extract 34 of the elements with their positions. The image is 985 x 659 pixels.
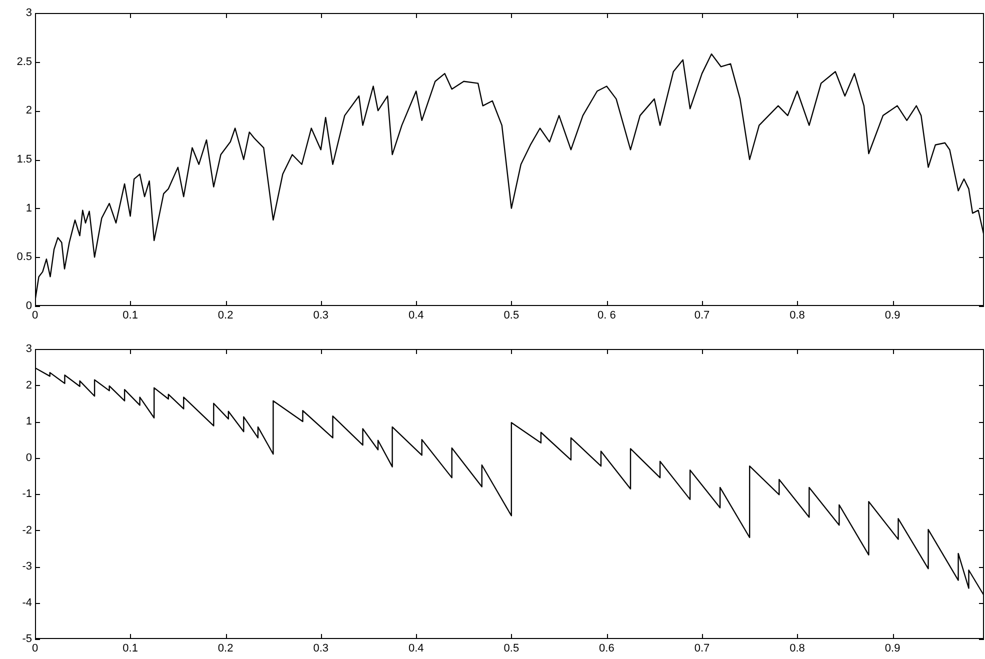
- y-tick-label: -5: [22, 633, 32, 646]
- x-tick-label: 0.8: [790, 310, 805, 322]
- y-tick-label: 0: [26, 452, 32, 464]
- y-tick-label: 1: [26, 202, 32, 214]
- x-tick-label: 0.9: [884, 310, 900, 322]
- y-tick-label: -3: [22, 560, 32, 573]
- x-tick-label: 0. 6: [598, 310, 616, 322]
- x-tick-label: 0.5: [504, 642, 520, 655]
- x-tick-label: 0.9: [884, 642, 900, 655]
- y-tick-label: 1.5: [16, 154, 32, 166]
- y-tick-label: 3: [26, 7, 32, 20]
- x-tick-label: 0.1: [122, 642, 138, 655]
- x-tick-label: 0.3: [313, 310, 328, 322]
- y-tick-label: -2: [22, 524, 32, 536]
- y-tick-label: -1: [22, 488, 32, 500]
- x-tick-label: 0.6: [599, 642, 614, 655]
- x-tick-label: 0.4: [408, 310, 424, 322]
- y-tick-label: -4: [22, 596, 32, 609]
- y-tick-label: 0.5: [16, 251, 32, 264]
- y-tick-label: 1: [26, 416, 32, 428]
- y-tick-label: 0: [26, 300, 32, 312]
- y-tick-label: 2.5: [16, 56, 32, 68]
- x-tick-label: 0.2: [218, 310, 234, 322]
- x-tick-label: 0.5: [504, 310, 520, 322]
- x-tick-label: 0.3: [313, 642, 328, 655]
- x-tick-label: 0.8: [790, 642, 805, 655]
- y-tick-label: 3: [26, 343, 32, 356]
- x-tick-label: 0.7: [694, 642, 710, 655]
- y-tick-label: 2: [26, 379, 32, 392]
- x-tick-label: 0.1: [122, 310, 138, 322]
- y-tick-label: 2: [26, 104, 32, 117]
- x-tick-label: 0.2: [218, 642, 234, 655]
- x-tick-label: 0.7: [694, 310, 710, 322]
- x-tick-label: 0.4: [408, 642, 424, 655]
